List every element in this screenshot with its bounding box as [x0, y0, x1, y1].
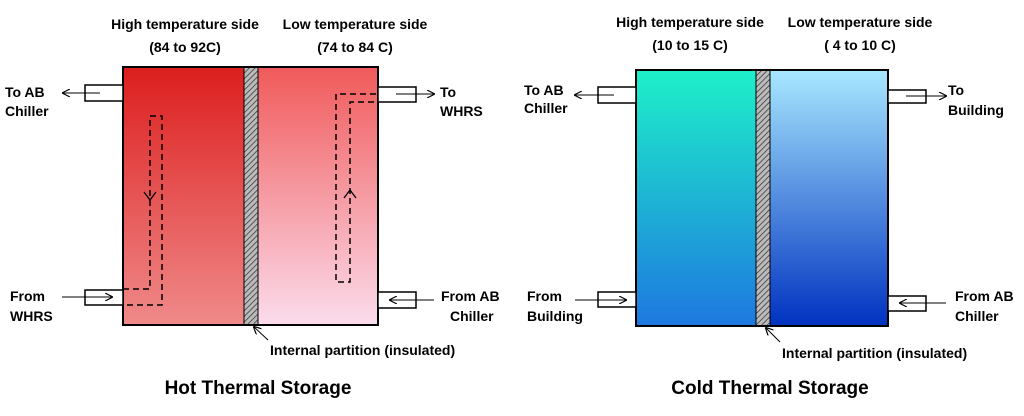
partition-label: Internal partition (insulated) [270, 342, 455, 358]
port-label: From [10, 288, 45, 304]
port-label: From [527, 288, 562, 304]
partition [755, 69, 771, 327]
side-range: ( 4 to 10 C) [824, 37, 896, 53]
low-side-tank [770, 70, 888, 326]
port-label: Building [527, 308, 583, 324]
side-label: High temperature side [111, 16, 259, 32]
side-label: High temperature side [616, 14, 764, 30]
hot-storage: High temperature side (84 to 92C) Low te… [5, 16, 500, 399]
tank-outline [122, 66, 379, 326]
flow-path [335, 93, 386, 283]
side-range: (74 to 84 C) [317, 39, 392, 55]
arrow [766, 328, 781, 343]
port-label: To AB [5, 84, 45, 100]
low-side-tank [258, 67, 378, 325]
port-label: Chiller [450, 308, 494, 324]
cold-storage: High temperature side (10 to 15 C) Low t… [524, 14, 1014, 399]
side-label: Low temperature side [788, 14, 933, 30]
high-side-tank [636, 70, 756, 326]
side-range: (10 to 15 C) [652, 37, 727, 53]
partition-label: Internal partition (insulated) [782, 345, 967, 361]
port-label: Chiller [524, 100, 568, 116]
side-label: Low temperature side [283, 16, 428, 32]
port-label: To [948, 82, 964, 98]
port-label: WHRS [10, 308, 53, 324]
flow-path [123, 115, 163, 306]
port-label: To [440, 84, 456, 100]
port-label: From AB [441, 288, 500, 304]
high-side-tank [123, 67, 244, 325]
arrow [254, 327, 269, 341]
storage-title: Cold Thermal Storage [671, 378, 868, 399]
storage-title: Hot Thermal Storage [165, 378, 352, 399]
port-label: Building [948, 102, 1004, 118]
port-label: WHRS [440, 103, 483, 119]
port-label: Chiller [5, 103, 49, 119]
port-label: From AB [955, 288, 1014, 304]
partition [243, 66, 259, 326]
port-label: To AB [524, 82, 564, 98]
tank-outline [635, 69, 889, 327]
port-label: Chiller [955, 308, 999, 324]
side-range: (84 to 92C) [149, 39, 221, 55]
flow-arrows [143, 189, 357, 201]
